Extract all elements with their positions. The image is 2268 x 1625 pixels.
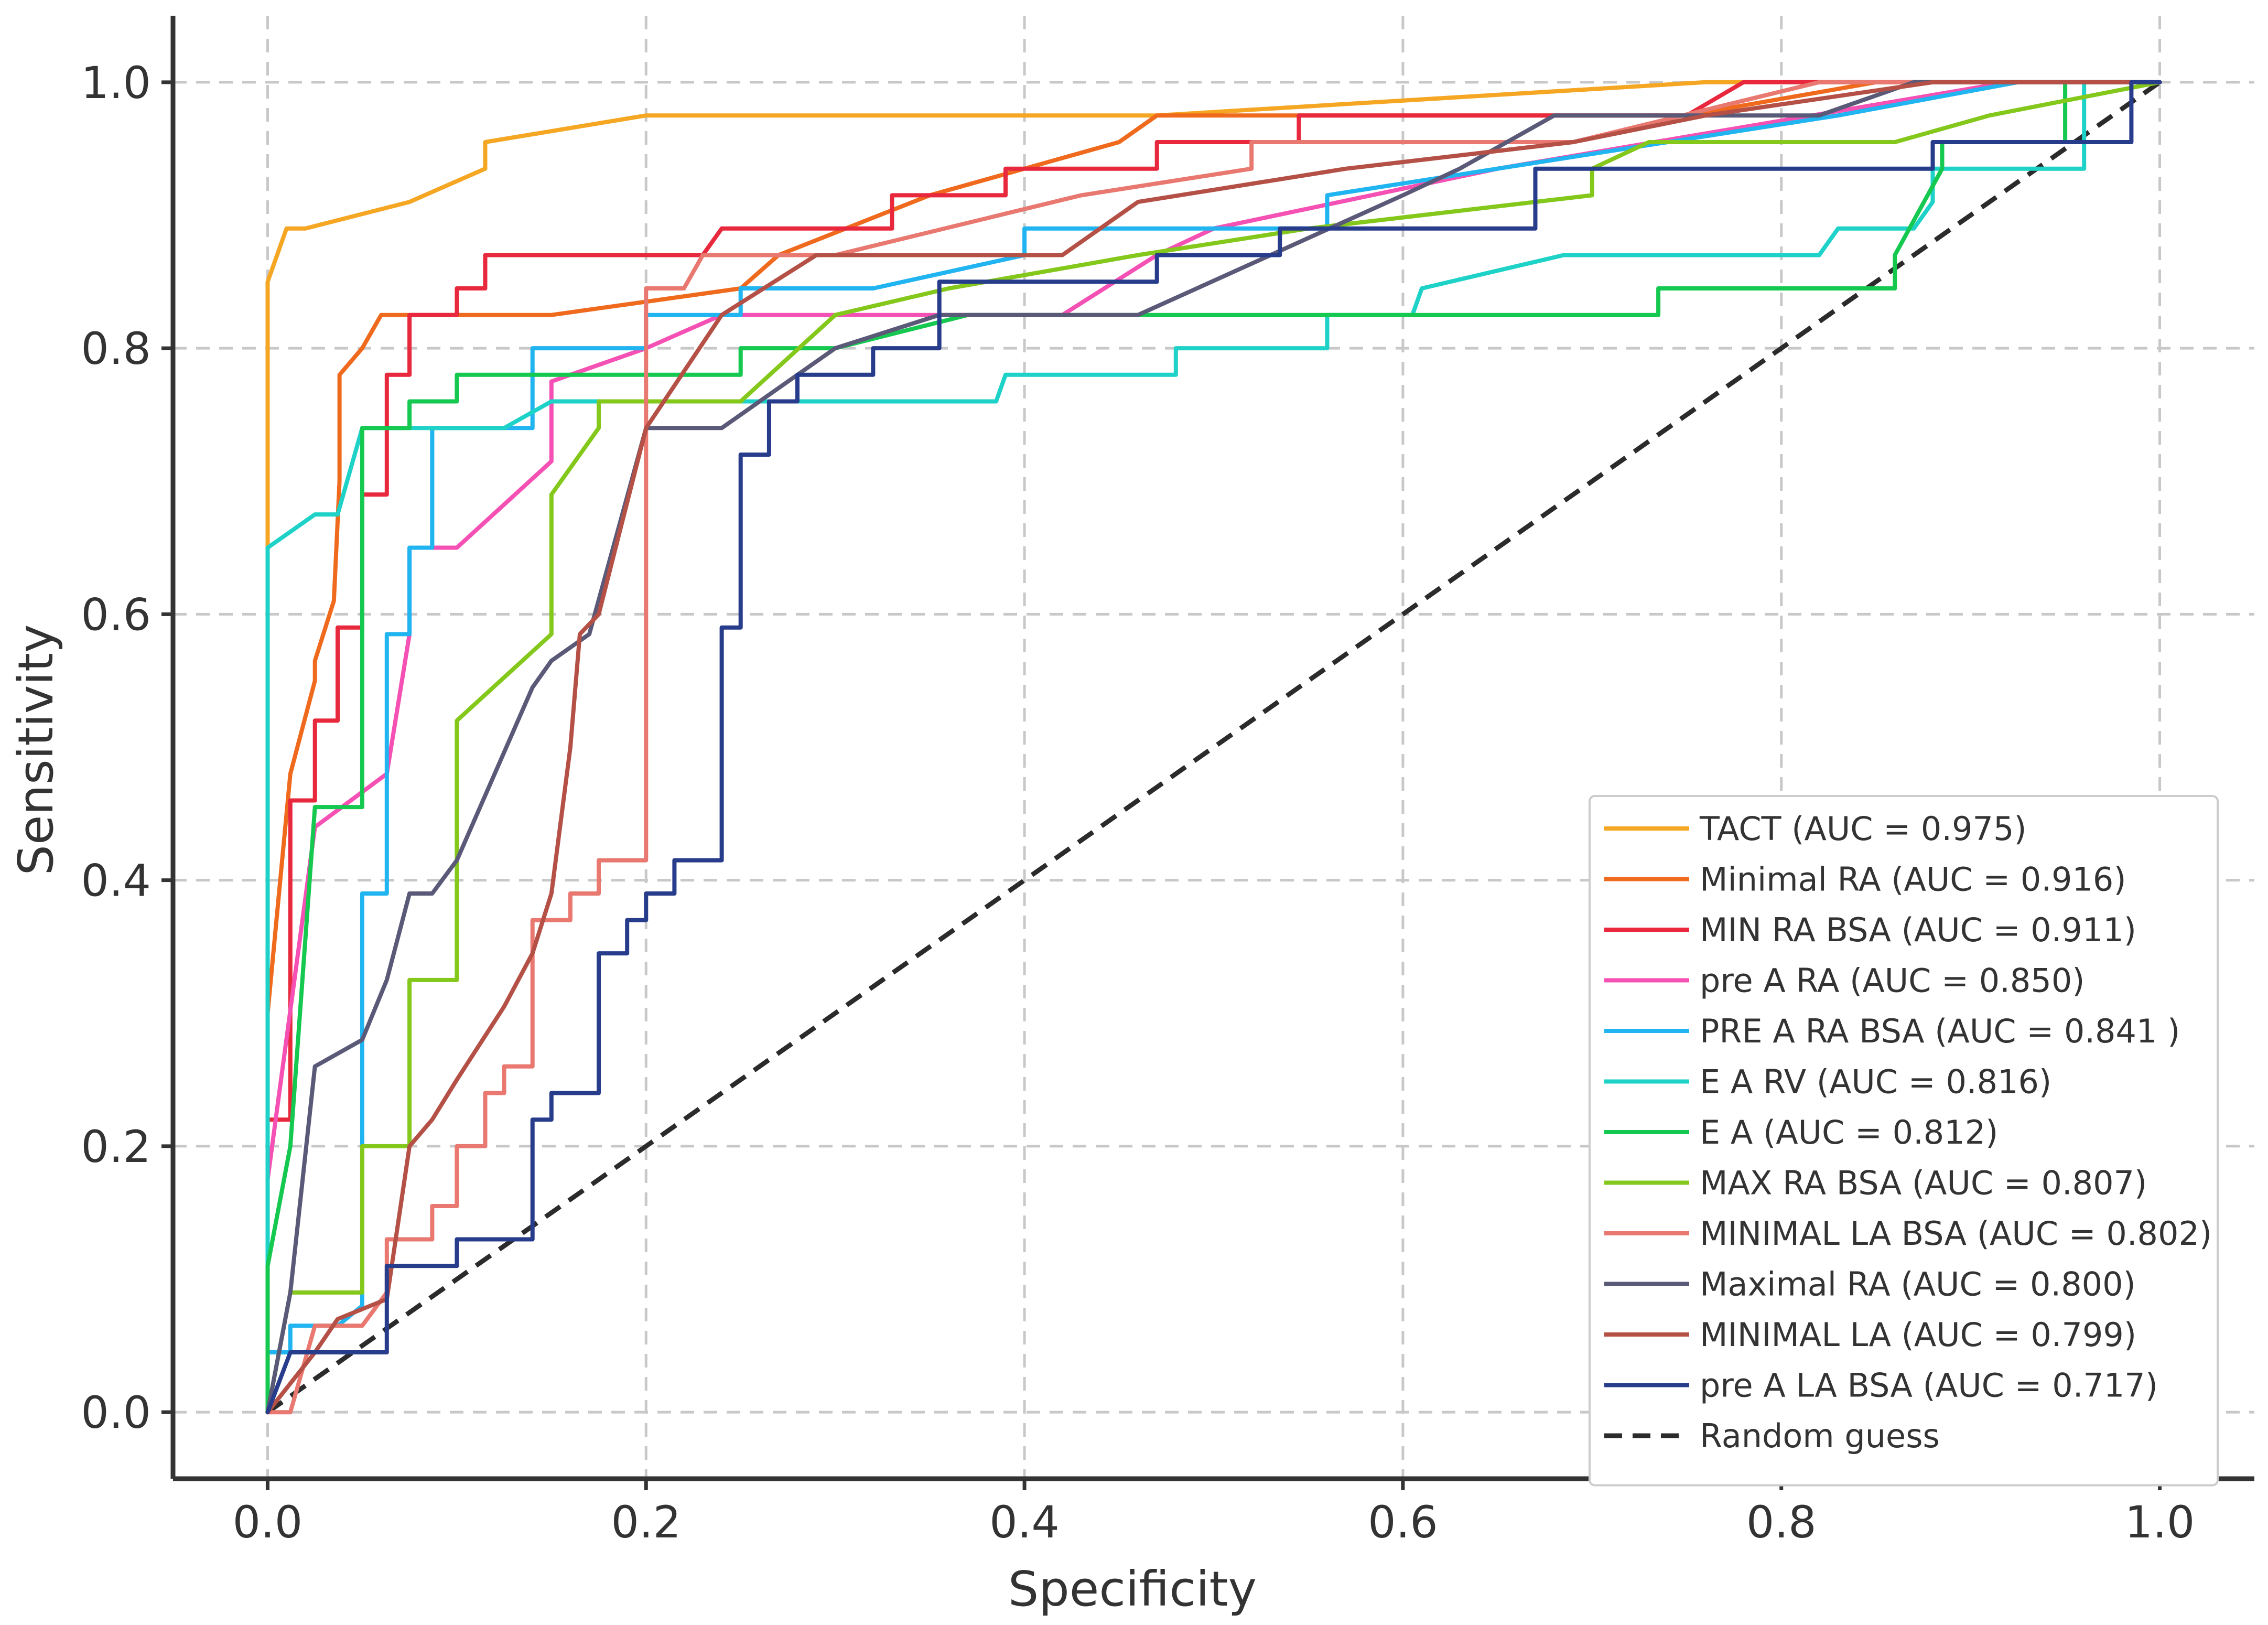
y-axis-ticks: 0.0 0.2 0.4 0.6 0.8 1.0 (81, 57, 173, 1438)
legend-label: E A RV (AUC = 0.816) (1700, 1063, 2051, 1101)
legend: TACT (AUC = 0.975) Minimal RA (AUC = 0.91… (1589, 795, 2219, 1487)
legend-label: pre A LA BSA (AUC = 0.717) (1700, 1366, 2158, 1405)
x-axis-ticks: 0.0 0.2 0.4 0.6 0.8 1.0 (233, 1479, 2195, 1548)
random-guess-line (266, 80, 2162, 1414)
legend-label: MINIMAL LA BSA (AUC = 0.802) (1700, 1214, 2212, 1253)
reference-line-layer (266, 80, 2162, 1414)
roc-series-line-10 (265, 80, 2162, 1415)
legend-label: TACT (AUC = 0.975) (1699, 810, 2027, 848)
roc-series-line-7 (265, 80, 2162, 1415)
legend-label: Minimal RA (AUC = 0.916) (1700, 860, 2126, 899)
x-tick-label: 0.2 (611, 1497, 681, 1548)
roc-series-line-11 (265, 80, 2162, 1415)
roc-series-line-2 (265, 80, 2162, 1415)
y-tick-label: 0.8 (81, 323, 151, 374)
y-tick-label: 0.2 (81, 1121, 151, 1172)
legend-label: PRE A RA BSA (AUC = 0.841 ) (1700, 1012, 2180, 1050)
legend-label: MINIMAL LA (AUC = 0.799) (1700, 1316, 2136, 1354)
x-tick-label: 0.0 (233, 1497, 303, 1548)
y-tick-label: 0.0 (81, 1387, 151, 1438)
x-tick-label: 0.4 (989, 1497, 1060, 1548)
y-tick-label: 0.4 (81, 855, 151, 907)
roc-series-line-6 (265, 80, 2162, 1415)
legend-label: E A (AUC = 0.812) (1700, 1113, 1998, 1152)
y-tick-label: 1.0 (81, 57, 151, 109)
roc-series-line-4 (265, 80, 2162, 1415)
legend-label: MAX RA BSA (AUC = 0.807) (1700, 1164, 2147, 1202)
legend-label: Maximal RA (AUC = 0.800) (1700, 1265, 2136, 1304)
series-layer (265, 80, 2162, 1415)
x-tick-label: 0.8 (1746, 1497, 1817, 1548)
roc-series-line-0 (265, 80, 2162, 1415)
roc-series-line-9 (265, 80, 2162, 1415)
y-tick-label: 0.6 (81, 589, 151, 640)
grid (173, 16, 2254, 1479)
roc-series-line-5 (265, 80, 2162, 1415)
x-tick-label: 1.0 (2125, 1497, 2195, 1548)
legend-box (1589, 795, 2219, 1487)
roc-series-line-1 (265, 80, 2162, 1415)
y-axis-title: Sensitivity (8, 625, 64, 876)
legend-label: Random guess (1700, 1417, 1940, 1455)
x-tick-label: 0.6 (1368, 1497, 1438, 1548)
x-axis-title: Specificity (1008, 1561, 1257, 1617)
legend-label: pre A RA (AUC = 0.850) (1700, 962, 2085, 1000)
legend-label: MIN RA BSA (AUC = 0.911) (1700, 911, 2136, 949)
